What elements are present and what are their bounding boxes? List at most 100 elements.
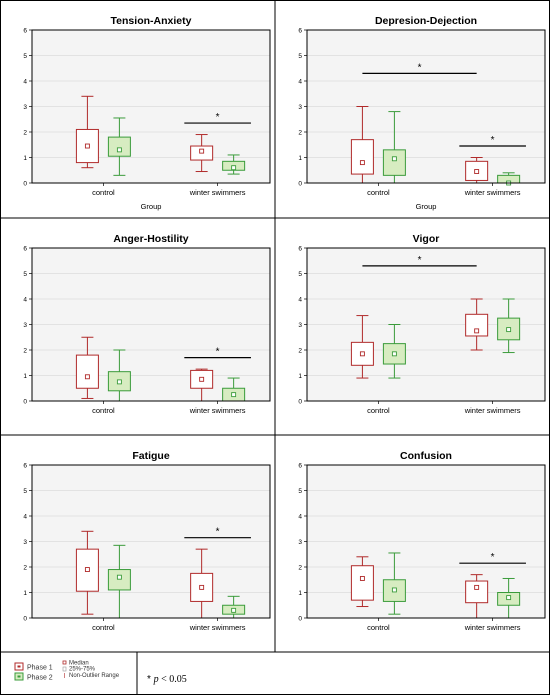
panels: Tension-Anxiety 0 1 2 3 4 5 6 * control winter swi… — [23, 15, 546, 632]
box-phase1-winter-swimmers — [190, 548, 214, 619]
median-marker — [231, 392, 237, 398]
significance-star: * — [491, 552, 495, 563]
plot-frame — [31, 464, 271, 619]
median-marker — [391, 156, 397, 162]
y-tick-label: 0 — [23, 615, 27, 622]
y-tick-label: 3 — [23, 539, 27, 546]
median-marker — [199, 148, 205, 154]
significance-star: * — [491, 135, 495, 146]
box-phase2-control — [107, 349, 131, 402]
median-marker — [116, 379, 122, 385]
y-tick-label: 1 — [298, 373, 302, 380]
median-marker — [359, 576, 365, 581]
panel-title: Vigor — [413, 233, 440, 245]
box-phase1-control — [350, 106, 374, 184]
y-tick-label: 4 — [298, 513, 302, 520]
x-tick-label: winter swimmers — [189, 406, 246, 415]
x-tick-label: winter swimmers — [464, 188, 521, 197]
iqr-box — [465, 313, 489, 337]
x-tick-label: control — [367, 188, 390, 197]
y-tick-label: 4 — [23, 296, 27, 303]
significance-star: * — [216, 112, 220, 123]
y-tick-label: 5 — [298, 271, 302, 278]
y-tick-label: 6 — [23, 245, 27, 252]
x-tick-label: control — [367, 623, 390, 632]
y-tick-label: 0 — [23, 180, 27, 187]
y-tick-label: 1 — [298, 590, 302, 597]
y-tick-label: 1 — [23, 590, 27, 597]
median-marker — [84, 374, 90, 380]
panel-6: Confusion 0 1 2 3 4 5 6 * control winter swimmers — [298, 450, 546, 632]
box-phase1-control — [350, 556, 374, 608]
y-tick-label: 2 — [23, 564, 27, 571]
plot-frame — [306, 247, 546, 402]
iqr-box — [350, 139, 374, 175]
box-phase2-control — [382, 111, 406, 184]
legend: Phase 1 Phase 2 Median 25%-75% Non-Outli… — [14, 661, 187, 685]
y-tick-label: 6 — [298, 462, 302, 469]
median-marker — [199, 584, 205, 590]
y-tick-label: 6 — [298, 245, 302, 252]
y-tick-label: 0 — [23, 398, 27, 405]
median-marker — [116, 574, 122, 580]
y-tick-label: 2 — [298, 347, 302, 354]
box-phase2-winter-swimmers — [222, 154, 246, 175]
box-phase1-winter-swimmers — [465, 157, 489, 184]
x-axis-label: Group — [416, 202, 437, 211]
box-phase2-winter-swimmers — [497, 298, 521, 354]
legend-median-label: Median — [69, 661, 89, 667]
median-marker — [359, 351, 365, 357]
median-marker — [84, 567, 90, 573]
panel-title: Anger-Hostility — [113, 233, 188, 245]
x-tick-label: winter swimmers — [189, 623, 246, 632]
y-tick-label: 5 — [23, 488, 27, 495]
median-marker — [474, 328, 480, 334]
panel-1: Tension-Anxiety 0 1 2 3 4 5 6 * control winter swi… — [23, 15, 271, 211]
median-marker — [391, 587, 397, 593]
plot-frame — [31, 247, 271, 402]
box-phase2-winter-swimmers — [497, 577, 521, 619]
significance-star: * — [418, 255, 422, 266]
y-tick-label: 5 — [23, 53, 27, 60]
y-tick-label: 4 — [23, 78, 27, 85]
y-tick-label: 2 — [23, 347, 27, 354]
x-axis-label: Group — [141, 202, 162, 211]
plot-frame — [306, 464, 546, 619]
y-tick-label: 1 — [298, 155, 302, 162]
x-tick-label: control — [367, 406, 390, 415]
y-tick-label: 3 — [298, 104, 302, 111]
box-phase1-winter-swimmers — [190, 368, 214, 402]
median-marker — [231, 165, 237, 171]
x-tick-label: winter swimmers — [189, 188, 246, 197]
y-tick-label: 4 — [298, 296, 302, 303]
iqr-box — [382, 149, 406, 176]
y-tick-label: 4 — [298, 78, 302, 85]
iqr-box — [107, 569, 131, 591]
median-marker — [199, 376, 205, 382]
box-phase2-control — [382, 324, 406, 379]
box-phase1-winter-swimmers — [190, 134, 214, 173]
iqr-box — [75, 354, 99, 389]
box-phase1-control — [75, 530, 99, 615]
median-marker — [506, 327, 512, 333]
median-marker — [231, 607, 237, 613]
y-tick-label: 2 — [298, 564, 302, 571]
y-tick-label: 1 — [23, 155, 27, 162]
box-phase1-winter-swimmers — [465, 574, 489, 619]
panel-title: Depresion-Dejection — [375, 15, 477, 27]
box-phase2-control — [107, 117, 131, 176]
panel-5: Fatigue 0 1 2 3 4 5 6 * control winter swimmers — [23, 450, 271, 632]
y-tick-label: 6 — [23, 27, 27, 34]
significance-star: * — [418, 62, 422, 73]
y-tick-label: 2 — [298, 129, 302, 136]
panel-title: Confusion — [400, 450, 452, 462]
y-tick-label: 1 — [23, 373, 27, 380]
panel-title: Fatigue — [132, 450, 169, 462]
panel-3: Anger-Hostility 0 1 2 3 4 5 6 * control winter swi… — [23, 233, 271, 415]
median-marker — [474, 169, 480, 174]
legend-pvalue: * p < 0.05 — [147, 674, 187, 685]
median-marker — [84, 143, 90, 149]
legend-phase1-dot — [17, 665, 21, 668]
y-tick-label: 3 — [23, 104, 27, 111]
y-tick-label: 6 — [23, 462, 27, 469]
